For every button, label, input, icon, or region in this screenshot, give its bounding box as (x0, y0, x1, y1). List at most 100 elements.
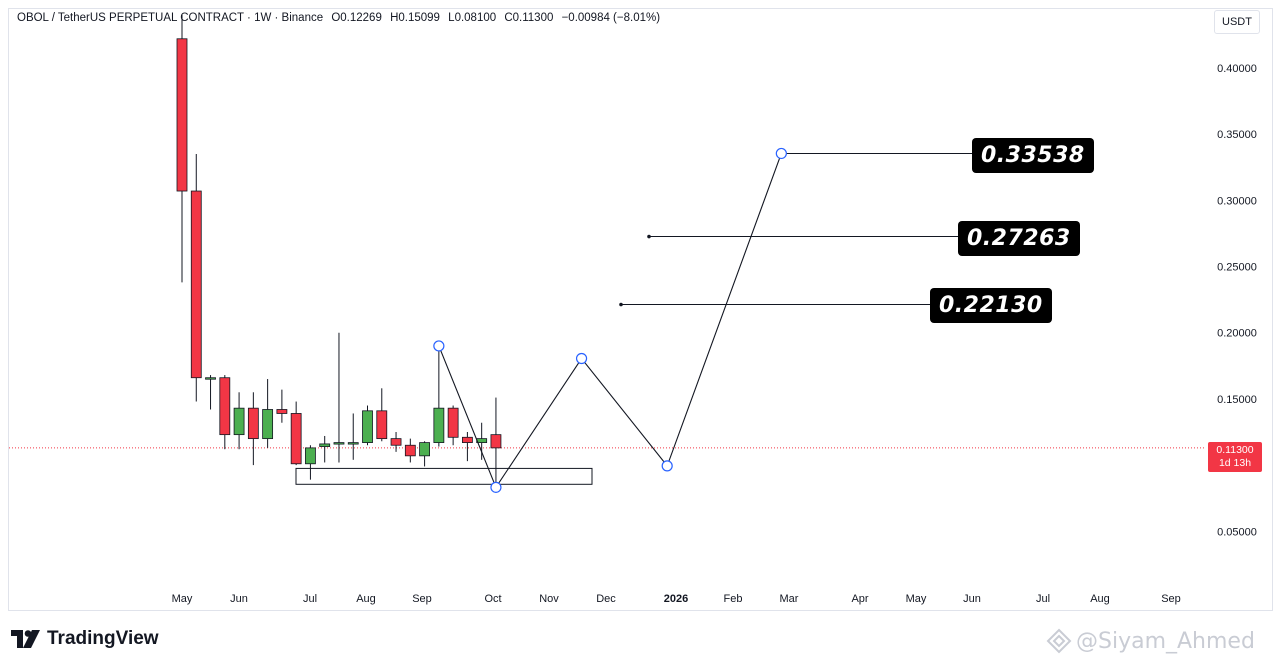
x-tick-label: Sep (412, 593, 432, 605)
candle (490, 397, 502, 491)
y-tick-label: 0.25000 (1217, 262, 1257, 274)
close-label: C (504, 12, 513, 24)
symbol-title: OBOL / TetherUS PERPETUAL CONTRACT · 1W … (17, 12, 324, 24)
candle-body (461, 436, 473, 443)
target-label-1: 0.33538 (972, 138, 1094, 173)
candle-body (376, 410, 388, 440)
candle-body (347, 442, 359, 445)
x-tick-label: May (172, 593, 193, 605)
bar-countdown: 1d 13h (1218, 457, 1252, 469)
x-tick-label: Jul (303, 593, 317, 605)
candle (390, 432, 402, 452)
candle-body (490, 434, 502, 449)
last-price-tag: 0.11300 1d 13h (1208, 442, 1262, 472)
candle (205, 375, 216, 410)
candle (461, 432, 473, 462)
target-label-2: 0.27263 (958, 221, 1080, 256)
diamond-logo-icon (1046, 628, 1072, 654)
y-tick-label: 0.15000 (1217, 394, 1257, 406)
tradingview-logo-text: TradingView (47, 628, 159, 649)
pattern-marker (661, 460, 673, 472)
x-tick-label: Jul (1036, 593, 1050, 605)
projection-path (495, 153, 782, 488)
candle-body (247, 407, 259, 440)
last-price-value: 0.11300 (1216, 444, 1254, 456)
currency-label: USDT (1222, 16, 1252, 28)
candle-body (205, 377, 216, 380)
candle (233, 392, 245, 450)
candle-body (419, 442, 430, 457)
candle (305, 445, 316, 480)
x-tick-label: Aug (1090, 593, 1110, 605)
candle-body (447, 407, 459, 438)
candle (347, 413, 359, 460)
high-label: H (390, 12, 399, 24)
y-tick-label: 0.30000 (1217, 195, 1257, 207)
candle-body (404, 444, 416, 457)
high-value: 0.15099 (398, 12, 440, 24)
change-value: −0.00984 (−8.01%) (561, 12, 661, 24)
pattern-marker (775, 147, 787, 160)
candle (319, 435, 331, 463)
y-tick-label: 0.35000 (1217, 129, 1257, 141)
x-tick-label: Jun (230, 593, 248, 605)
author-watermark: @Siyam_Ahmed (1046, 628, 1255, 654)
pattern-marker (575, 352, 588, 365)
candle (290, 401, 302, 466)
y-tick-label: 0.05000 (1217, 526, 1257, 538)
candle (433, 345, 445, 447)
candle (219, 375, 231, 450)
open-label: O (331, 12, 341, 24)
candle-body (319, 443, 331, 447)
tradingview-logo-icon (11, 630, 40, 648)
x-tick-label: 2026 (664, 593, 688, 605)
low-value: 0.08100 (454, 12, 497, 24)
x-tick-label: Feb (724, 593, 743, 605)
x-tick-label: Jun (963, 593, 981, 605)
pattern-marker (490, 481, 502, 493)
low-label: L (448, 12, 455, 24)
candle-body (233, 407, 245, 436)
close-value: 0.11300 (512, 12, 554, 24)
candle-body (305, 447, 316, 465)
x-tick-label: Aug (356, 593, 376, 605)
candle (176, 14, 188, 283)
target-anchor-dot (619, 302, 623, 307)
x-tick-label: Dec (596, 593, 616, 605)
candle (190, 153, 202, 402)
candle-body (262, 409, 274, 440)
candle (262, 379, 274, 448)
candle-body (176, 38, 188, 192)
candle (247, 392, 259, 466)
candle (333, 332, 345, 463)
y-tick-label: 0.20000 (1217, 328, 1257, 340)
candle-body (276, 409, 288, 414)
candle (376, 388, 388, 442)
candle (419, 441, 430, 467)
candle (476, 422, 488, 460)
target-anchor-dot (647, 234, 651, 239)
candle-body (190, 190, 202, 379)
candle-body (362, 410, 373, 443)
candle (404, 438, 416, 463)
x-tick-label: Sep (1161, 593, 1181, 605)
symbol-legend: OBOL / TetherUS PERPETUAL CONTRACT · 1W … (17, 12, 660, 24)
open-value: 0.12269 (340, 12, 382, 24)
candle-body (433, 407, 445, 443)
x-tick-label: Oct (484, 593, 501, 605)
x-tick-label: Mar (780, 593, 799, 605)
chart-frame (8, 8, 1273, 611)
target-label-3: 0.22130 (930, 288, 1052, 323)
x-tick-label: Nov (539, 593, 559, 605)
tradingview-logo[interactable]: TradingView (11, 628, 159, 650)
candle-body (390, 438, 402, 446)
x-tick-label: May (906, 593, 927, 605)
candle (362, 405, 373, 446)
y-tick-label: 0.40000 (1217, 63, 1257, 75)
currency-button[interactable]: USDT (1214, 10, 1260, 34)
pattern-line (438, 345, 497, 488)
author-watermark-text: @Siyam_Ahmed (1076, 628, 1255, 654)
x-tick-label: Apr (851, 593, 868, 605)
candle-body (333, 442, 345, 445)
